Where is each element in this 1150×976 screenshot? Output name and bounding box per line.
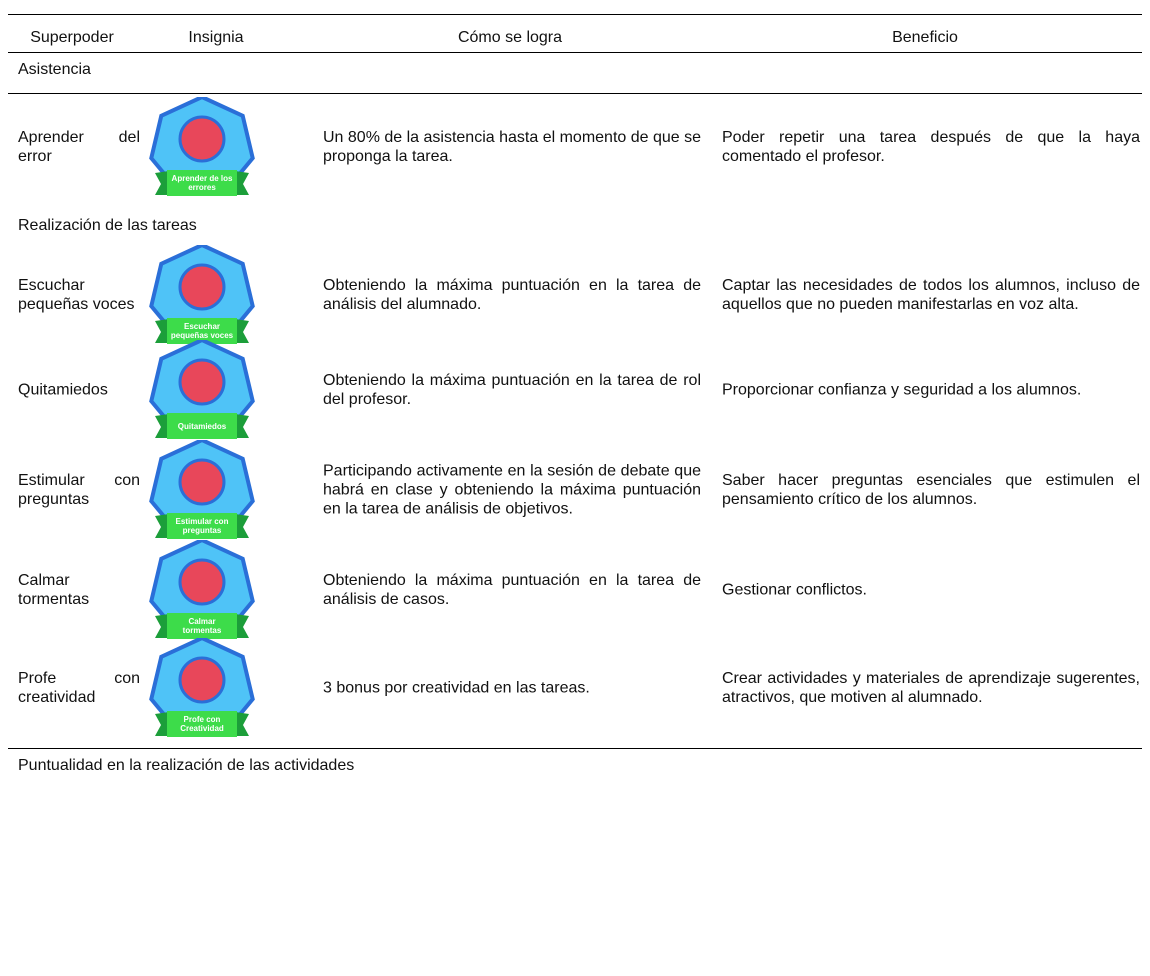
como: Obteniendo la máxima puntuación en la ta… xyxy=(323,572,701,608)
header: Superpoder xyxy=(30,29,114,46)
badge: Calmar tormentas xyxy=(135,540,269,640)
badge-label: Profe con Creatividad xyxy=(180,715,224,733)
header-rule xyxy=(8,52,1142,53)
badge: Quitamiedos xyxy=(135,340,269,440)
como: 3 bonus por creatividad en las tareas. xyxy=(323,679,590,697)
superpoder: Calmar tormentas xyxy=(18,572,90,608)
superpoder: Profe con creatividad xyxy=(18,670,140,706)
badge-shape xyxy=(149,440,255,539)
badge-shape xyxy=(149,540,255,639)
beneficio: Gestionar conflictos. xyxy=(722,581,867,599)
badge: Profe con Creatividad xyxy=(135,638,269,738)
header: Beneficio xyxy=(892,29,958,46)
badge-label: Escuchar pequeñas voces xyxy=(170,322,234,340)
badge: Estimular con preguntas xyxy=(135,440,269,540)
badge: Escuchar pequeñas voces xyxy=(135,245,269,345)
badge-shape xyxy=(149,245,255,344)
como: Participando activamente en la sesión de… xyxy=(323,462,701,518)
como: Obteniendo la máxima puntuación en la ta… xyxy=(323,277,701,313)
badge-shape xyxy=(149,340,255,439)
beneficio: Proporcionar confianza y seguridad a los… xyxy=(722,381,1082,399)
badge-label: Quitamiedos xyxy=(177,421,227,431)
header: Insignia xyxy=(188,29,244,46)
beneficio: Saber hacer preguntas esenciales que est… xyxy=(722,472,1140,508)
superpoder: Quitamiedos xyxy=(18,381,108,399)
header: Cómo se logra xyxy=(457,29,563,46)
como: Un 80% de la asistencia hasta el momento… xyxy=(323,129,702,165)
section-title: Puntualidad en la realización de las act… xyxy=(18,757,355,774)
section-title: Asistencia xyxy=(18,61,91,78)
badge-label: Estimular con preguntas xyxy=(175,517,229,535)
beneficio: Captar las necesidades de todos los alum… xyxy=(722,277,1140,313)
superpoder: Estimular con preguntas xyxy=(18,472,140,508)
beneficio: Poder repetir una tarea después de que l… xyxy=(722,129,1140,165)
badge-shape xyxy=(149,97,255,196)
section-title: Realización de las tareas xyxy=(18,217,197,234)
superpoder: Escuchar pequeñas voces xyxy=(18,277,135,313)
bottom-rule xyxy=(8,748,1142,749)
superpoder: Aprender del error xyxy=(18,129,140,165)
beneficio: Crear actividades y materiales de aprend… xyxy=(722,670,1140,706)
badge: Aprender de los errores xyxy=(135,97,269,197)
top-rule xyxy=(8,14,1142,15)
como: Obteniendo la máxima puntuación en la ta… xyxy=(323,372,701,408)
badge-label: Calmar tormentas xyxy=(182,617,222,635)
badge-shape xyxy=(149,638,255,737)
badge-label: Aprender de los errores xyxy=(171,174,233,192)
section-rule xyxy=(8,93,1142,94)
